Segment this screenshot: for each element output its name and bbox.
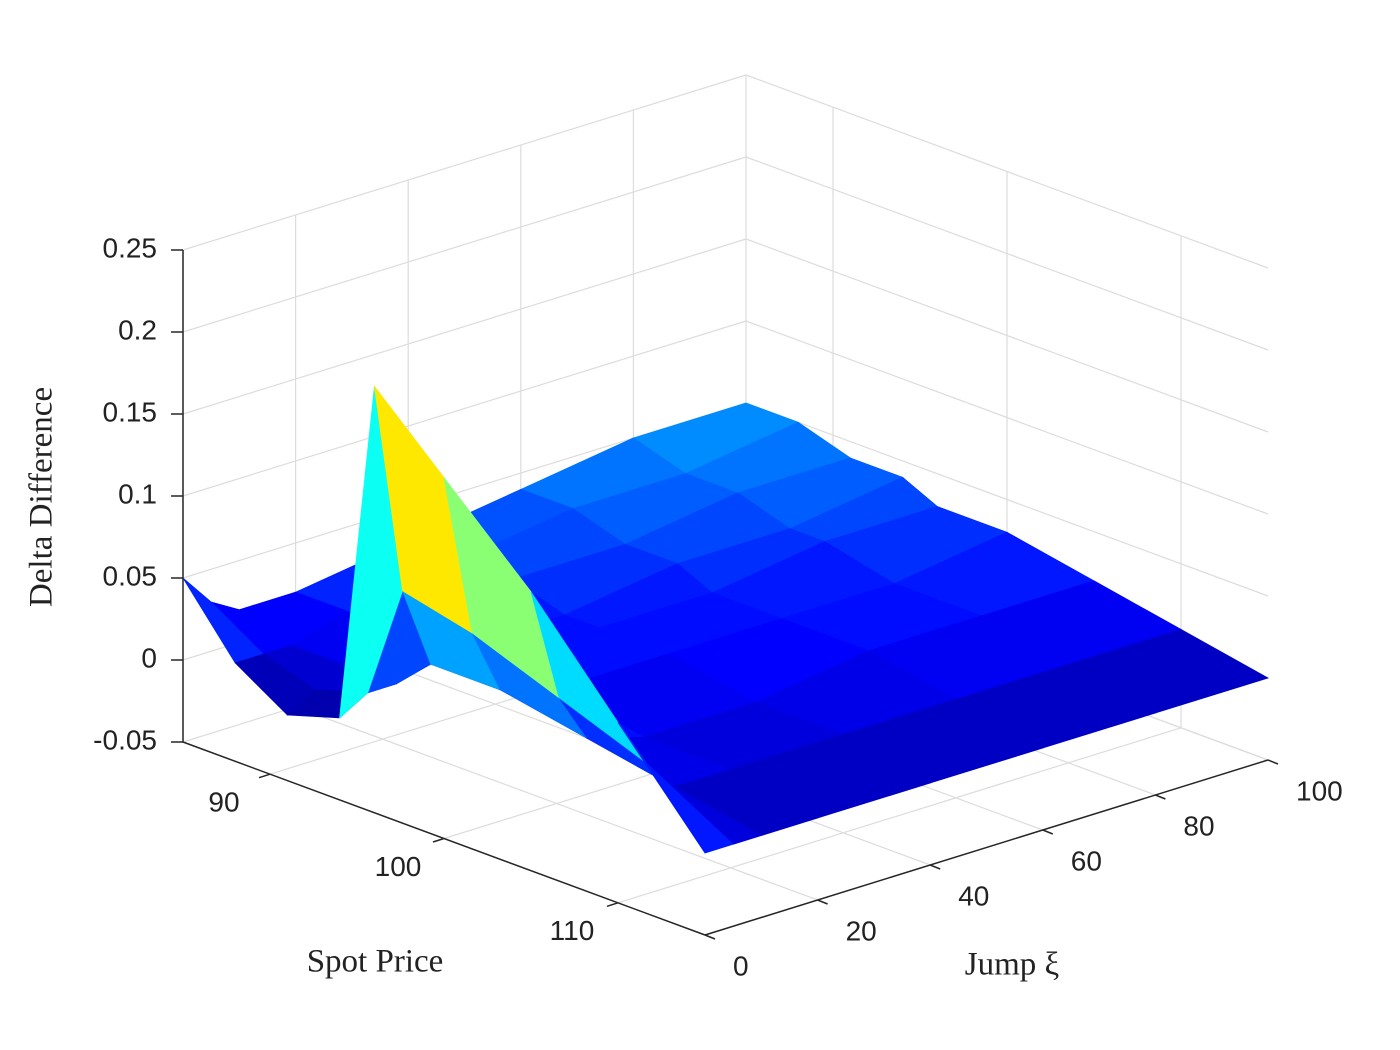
y-tick bbox=[1155, 794, 1166, 800]
z-tick-label: 0.2 bbox=[118, 314, 157, 345]
grid-line bbox=[182, 238, 747, 415]
y-tick bbox=[817, 899, 828, 905]
y-tick-label: 80 bbox=[1183, 810, 1214, 841]
y-tick-label: 60 bbox=[1071, 845, 1102, 876]
z-axis-label: Delta Difference bbox=[24, 387, 60, 607]
z-tick-label: 0.05 bbox=[103, 560, 158, 591]
y-tick bbox=[1042, 829, 1054, 835]
y-tick-label: 100 bbox=[1296, 775, 1343, 806]
z-tick-label: 0.1 bbox=[118, 478, 157, 509]
z-tick-label: 0 bbox=[141, 642, 157, 673]
surface-patch bbox=[617, 722, 734, 854]
grid-line bbox=[617, 727, 1182, 904]
y-axis-label: Jump ξ bbox=[965, 947, 1059, 983]
grid-line bbox=[182, 320, 747, 497]
grid-line bbox=[182, 156, 747, 333]
grid-line bbox=[295, 706, 818, 901]
y-axis-line bbox=[704, 759, 1269, 936]
x-tick-label: 90 bbox=[208, 787, 239, 818]
x-axis-label: Spot Price bbox=[307, 944, 444, 980]
x-tick-label: 100 bbox=[375, 851, 422, 882]
y-tick bbox=[1267, 759, 1279, 765]
y-tick bbox=[704, 934, 716, 940]
x-tick bbox=[258, 773, 271, 779]
x-tick bbox=[432, 837, 445, 843]
grid-line bbox=[182, 74, 747, 251]
y-tick-label: 0 bbox=[733, 950, 749, 981]
y-tick bbox=[929, 864, 941, 870]
z-tick-label: 0.15 bbox=[103, 396, 158, 427]
y-tick-label: 20 bbox=[846, 915, 877, 946]
y-tick-label: 40 bbox=[958, 880, 989, 911]
z-tick-label: 0.25 bbox=[103, 232, 158, 263]
z-tick-label: -0.05 bbox=[93, 724, 157, 755]
x-tick-label: 110 bbox=[550, 915, 595, 946]
x-tick bbox=[606, 902, 619, 908]
